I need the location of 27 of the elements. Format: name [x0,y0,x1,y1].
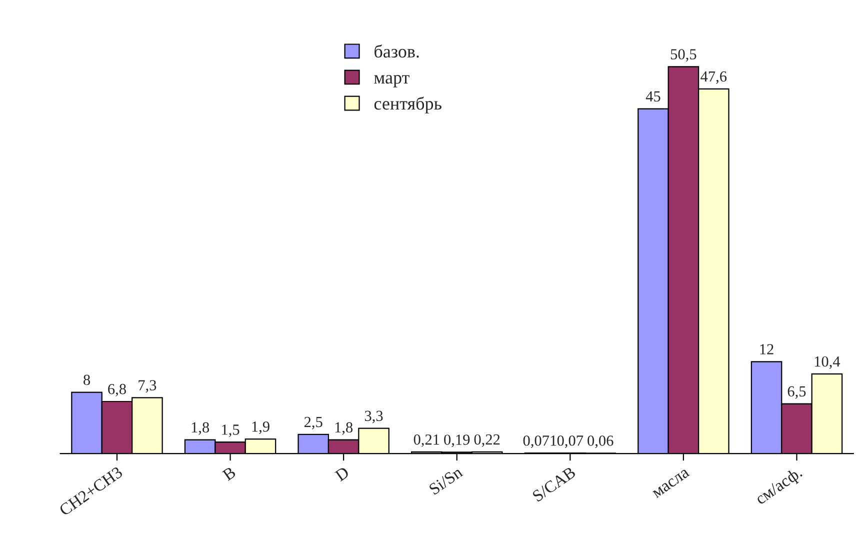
data-label: 1,8 [335,422,353,435]
data-label: 45 [646,91,660,102]
data-label: 6,8 [108,384,126,396]
data-label: 47,6 [700,71,727,84]
legend-label: март [374,74,410,88]
data-label: 50,5 [670,49,696,62]
legend-label: базов. [374,44,419,58]
data-label: 1,5 [222,424,240,438]
data-label: 2,5 [304,416,322,430]
data-label: 1,8 [192,422,210,435]
data-label: 0,071 [523,435,556,448]
data-label: 3,3 [364,410,383,424]
data-label: 7,3 [138,380,156,393]
data-label: 1,9 [252,422,270,434]
data-label: 0,06 [588,436,614,448]
x-tick-label: Si/Sn [428,466,464,496]
x-tick-label: B [222,466,236,482]
x-tick-label: D [334,466,350,482]
data-label: 8 [84,374,90,386]
data-label: 12 [760,344,774,354]
data-label: 0,22 [474,434,500,447]
legend-label: сентябрь [374,96,442,114]
data-label: 0,21 [414,434,440,447]
data-label: 0,07 [557,435,584,448]
data-label: 6,5 [788,386,806,399]
data-label: 10,4 [814,356,840,369]
data-label: 0,19 [444,434,470,448]
